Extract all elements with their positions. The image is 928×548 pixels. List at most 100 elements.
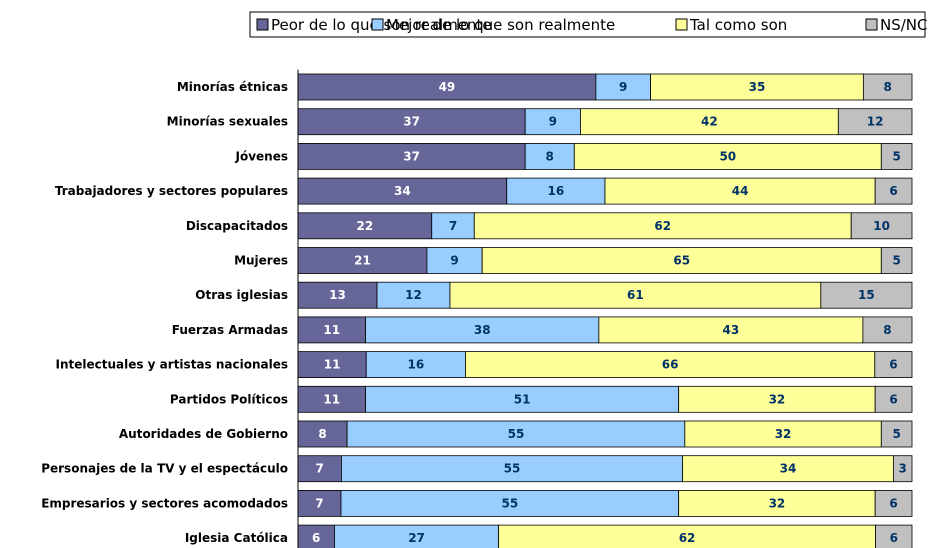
bar-segment [297,316,366,344]
bar-segment [297,73,597,101]
category-label: Partidos Políticos [170,392,288,406]
data-label: 6 [889,496,897,510]
bar-segment [874,177,913,205]
data-label: 49 [439,80,456,94]
bar-segment [341,455,683,483]
data-label: 6 [889,358,897,372]
bar-segment [365,385,680,413]
data-label: 43 [723,323,740,337]
legend-swatch [865,18,878,31]
data-label: 8 [883,323,891,337]
category-label: Personajes de la TV y el espectáculo [41,462,288,476]
data-label: 10 [873,219,890,233]
data-label: 35 [749,80,766,94]
bar-segment [820,281,913,309]
category-label: Autoridades de Gobierno [119,427,288,441]
bar-segment [850,212,913,240]
data-label: 50 [719,149,736,163]
data-label: 65 [673,254,690,268]
bar-segment [862,73,913,101]
data-label: 21 [354,254,371,268]
category-label: Otras iglesias [195,288,288,302]
data-label: 55 [504,462,521,476]
data-label: 42 [701,115,718,129]
data-label: 7 [449,219,457,233]
bar-segment [465,351,876,379]
bar-segment [598,316,864,344]
data-label: 5 [892,254,900,268]
bar-segment [365,316,600,344]
bar-segment [580,108,839,136]
data-label: 62 [679,531,696,545]
data-label: 22 [357,219,374,233]
data-label: 8 [546,149,554,163]
data-label: 34 [780,462,797,476]
bar-segment [346,420,686,448]
data-label: 6 [889,392,897,406]
bar-segment [880,142,913,170]
data-label: 32 [775,427,792,441]
data-label: 9 [450,254,458,268]
bar-segment [297,420,348,448]
legend-swatch [256,18,269,31]
bar-segment [875,524,913,548]
data-label: 32 [769,392,786,406]
bar-segment [297,142,526,170]
data-label: 5 [892,149,900,163]
data-label: 66 [662,358,679,372]
category-label: Minorías étnicas [177,80,288,94]
bar-segment [880,420,913,448]
category-label: Iglesia Católica [185,531,288,545]
data-label: 8 [318,427,326,441]
category-label: Trabajadores y sectores populares [55,184,288,198]
bar-segment [297,177,508,205]
legend-label: Tal como son [689,16,787,34]
bar-segment [449,281,822,309]
data-label: 7 [315,496,323,510]
bar-segment [506,177,606,205]
data-label: 37 [403,115,420,129]
bar-segment [682,455,894,483]
data-label: 62 [654,219,671,233]
category-label: Fuerzas Armadas [172,323,288,337]
data-label: 34 [394,184,411,198]
category-label: Minorías sexuales [167,115,288,129]
bar-segment [524,108,581,136]
data-label: 38 [474,323,491,337]
bar-segment [837,108,913,136]
data-label: 27 [408,531,425,545]
legend-swatch [675,18,688,31]
data-label: 12 [867,115,884,129]
category-label: Empresarios y sectores acomodados [41,496,288,510]
legend-label: Mejor de lo que son realmente [386,16,615,34]
data-label: 55 [501,496,518,510]
legend-box [249,11,926,38]
data-label: 11 [323,392,340,406]
data-label: 32 [769,496,786,510]
legend-swatch [371,18,384,31]
category-label: Jóvenes [235,149,289,163]
category-label: Intelectuales y artistas nacionales [55,358,288,372]
data-label: 7 [316,462,324,476]
data-label: 9 [619,80,627,94]
data-label: 3 [899,462,907,476]
bar-segment [880,247,913,274]
data-label: 16 [548,184,565,198]
data-label: 61 [627,288,644,302]
bar-segment [524,142,575,170]
data-label: 9 [549,115,557,129]
bar-segment [297,247,428,274]
data-label: 13 [329,288,346,302]
data-label: 11 [324,358,341,372]
data-label: 12 [405,288,422,302]
category-label: Discapacitados [186,219,288,233]
bar-segment [431,212,475,240]
data-label: 5 [892,427,900,441]
data-label: 8 [884,80,892,94]
data-label: 44 [732,184,749,198]
bar-segment [297,489,342,517]
bar-segment [874,351,913,379]
bar-segment [481,247,882,274]
data-label: 55 [508,427,525,441]
